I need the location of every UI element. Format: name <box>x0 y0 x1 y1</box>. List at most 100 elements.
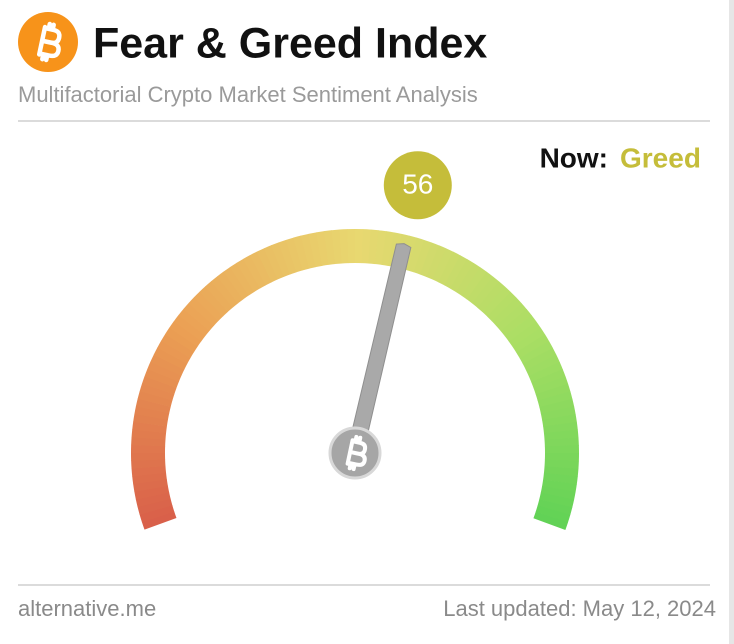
logo <box>18 12 78 72</box>
value-badge <box>383 151 452 220</box>
gauge-arc-segment <box>544 453 579 462</box>
gauge-arc-segment <box>165 327 198 353</box>
gauge: 56 <box>130 151 579 530</box>
gauge-arc-segment <box>539 492 575 508</box>
title: Fear & Greed Index <box>93 19 487 67</box>
gauge-arc-segment <box>522 347 557 371</box>
gauge-arc-segment <box>504 315 537 342</box>
gauge-arc-segment <box>519 341 553 365</box>
gauge-arc-segment <box>217 271 244 304</box>
gauge-arc-segment <box>407 237 425 273</box>
gauge-arc-segment <box>285 237 303 273</box>
gauge-arc-segment <box>413 239 432 275</box>
gauge-arc-segment <box>544 445 579 454</box>
gauge-arc-segment <box>461 267 487 300</box>
gauge-arc-segment <box>535 383 571 401</box>
gauge-arc-segment <box>500 309 532 337</box>
gauge-arc-segment <box>131 436 166 447</box>
gauge-arc-segment <box>271 242 291 277</box>
gauge-arc-segment <box>444 255 468 289</box>
gauge-arc-segment <box>293 235 310 271</box>
gauge-arc-segment <box>134 406 170 421</box>
gauge-arc-segment <box>540 485 576 500</box>
gauge-arc-segment <box>512 327 546 353</box>
gauge-arc-segment <box>528 361 563 383</box>
gauge-arc-segment <box>544 459 579 470</box>
gauge-arc-segment <box>137 390 173 408</box>
value-label: 56 <box>402 169 433 200</box>
gauge-arc-segment <box>542 479 577 493</box>
gauge-arc-segment <box>188 297 219 326</box>
gauge-arc-segment <box>308 232 323 268</box>
gauge-arc-segment <box>137 498 173 515</box>
gauge-arc-segment <box>178 308 210 337</box>
gauge-arc-segment <box>539 398 575 414</box>
gauge-arc-segment <box>133 413 168 427</box>
subtitle: Multifactorial Crypto Market Sentiment A… <box>18 82 478 107</box>
gauge-arc-segment <box>229 262 255 296</box>
hub-glyph <box>345 434 368 472</box>
gauge-arc-segment <box>438 251 461 286</box>
gauge-arc-segment <box>432 248 454 283</box>
gauge-arc-segment <box>131 465 167 477</box>
gauge-arc-segment <box>347 229 356 264</box>
source: alternative.me <box>18 596 156 621</box>
gauge-arc-segment <box>419 242 440 277</box>
gauge-arc-segment <box>491 297 522 327</box>
gauge-arc-segment <box>157 340 191 364</box>
gauge-arc-segment <box>543 472 578 485</box>
gauge-arc-segment <box>537 391 573 408</box>
gauge-arc-segment <box>542 414 577 427</box>
gauge-arc-segment <box>139 383 175 401</box>
gauge-arc-segment <box>531 369 566 389</box>
last-updated: Last updated: May 12, 2024 <box>443 596 716 621</box>
gauge-arc-segment <box>533 376 569 395</box>
gauge-arc-segment <box>543 429 579 441</box>
status: Greed <box>620 142 701 173</box>
gauge-arc-segment <box>278 239 297 275</box>
gauge-arc-segment <box>243 255 267 289</box>
gauge-arc-segment <box>205 281 234 312</box>
gauge-arc-segment <box>161 333 195 358</box>
gauge-arc-segment <box>486 291 517 322</box>
gauge-arc-segment <box>249 251 273 286</box>
gauge-arc-segment <box>153 347 188 370</box>
gauge-arc-segment <box>543 466 579 477</box>
gauge-arc-segment <box>496 303 527 332</box>
gauge-arc-segment <box>131 444 166 453</box>
gauge-arc-segment <box>236 258 261 292</box>
gauge-arc-segment <box>193 291 224 322</box>
gauge-arc-segment <box>482 286 511 317</box>
gauge-arc-segment <box>361 229 372 264</box>
gauge-arc-segment <box>381 231 395 266</box>
gauge-arc-segment <box>316 231 329 266</box>
gauge-arc-segment <box>144 368 179 389</box>
logo-glyph <box>36 21 62 63</box>
gauge-arc-segment <box>131 459 166 469</box>
gauge-arc-segment <box>223 267 250 300</box>
gauge-arc-segment <box>533 511 569 530</box>
gauge-arc-segment <box>339 229 349 264</box>
gauge-arc-segment <box>466 271 494 304</box>
gauge-arc-segment <box>131 429 167 440</box>
gauge-arc-segment <box>132 421 167 434</box>
gauge-arc-segment <box>150 354 185 376</box>
gauge-arc-segment <box>173 314 206 342</box>
gauge-arc-segment <box>355 229 364 264</box>
gauge-arc-segment <box>135 492 171 508</box>
gauge-arc-segment <box>139 505 175 523</box>
gauge-arc-segment <box>450 259 475 293</box>
gauge-arc-segment <box>471 276 500 308</box>
right-border <box>729 0 734 644</box>
gauge-arc-segment <box>263 245 285 280</box>
gauge-arc-segment <box>455 263 481 296</box>
gauge-arc-segment <box>535 505 571 523</box>
gauge-arc-segment <box>135 398 171 414</box>
gauge-arc-segment <box>183 302 215 331</box>
gauge-arc-segment <box>368 229 379 265</box>
gauge-arc-segment <box>374 230 387 265</box>
gauge-arc-segment <box>544 437 579 447</box>
gauge-arc-segment <box>508 321 541 348</box>
